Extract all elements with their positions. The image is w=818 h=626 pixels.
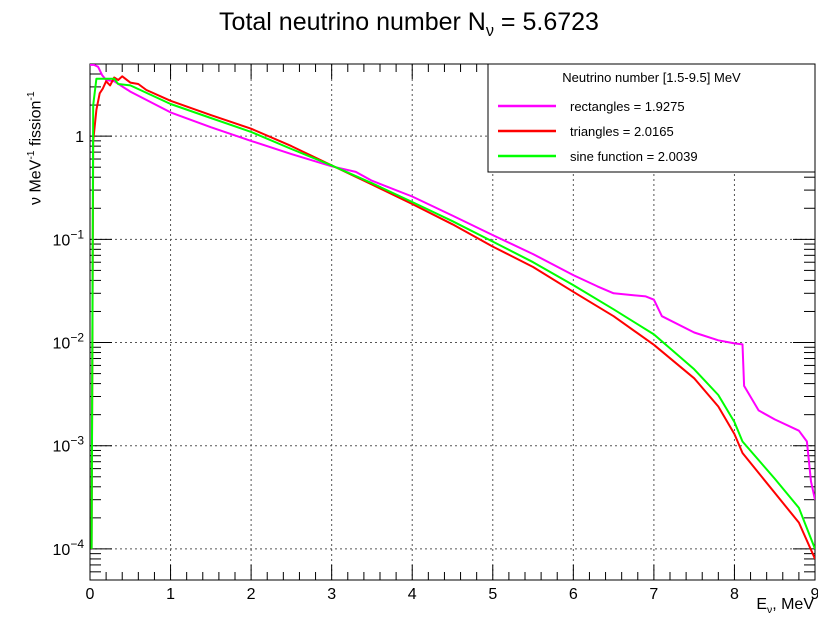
series-rectangles-line (90, 64, 815, 500)
x-tick-label: 0 (86, 586, 95, 603)
title-text: Total neutrino number N (219, 8, 486, 36)
title-value: = 5.6723 (493, 8, 599, 36)
y-tick-label: 10−4 (53, 537, 85, 559)
legend-title: Neutrino number [1.5-9.5] MeV (562, 70, 741, 85)
legend-entry: triangles = 2.0165 (570, 124, 674, 139)
y-tick-label: 10−1 (53, 227, 85, 249)
x-tick-label: 4 (408, 586, 417, 603)
x-tick-label: 7 (649, 586, 658, 603)
chart-title: Total neutrino number Nν = 5.6723 (0, 8, 818, 41)
y-tick-label: 10−2 (53, 331, 85, 353)
y-label-exp1: -1 (26, 150, 37, 160)
plot-frame (89, 63, 816, 581)
title-subscript: ν (485, 22, 494, 40)
y-label-fission: fission (27, 100, 45, 151)
legend-entry: rectangles = 1.9275 (570, 99, 685, 114)
x-tick-label: 3 (327, 586, 336, 603)
x-axis-label: Eν, MeV (756, 596, 814, 616)
series-sine-line (90, 77, 815, 550)
x-tick-label: 8 (730, 586, 739, 603)
legend-entry: sine function = 2.0039 (570, 149, 698, 164)
x-tick-label: 2 (247, 586, 256, 603)
x-label-subscript: ν (767, 605, 773, 617)
y-tick-label: 1 (75, 129, 84, 146)
series-triangles-line (90, 75, 815, 560)
y-axis-label: ν MeV-1 fission-1 (26, 91, 45, 205)
y-label-text: ν MeV (27, 159, 45, 205)
x-label-unit: , MeV (772, 596, 814, 613)
x-tick-label: 6 (569, 586, 578, 603)
legend-box (487, 63, 816, 173)
y-tick-label: 10−3 (53, 434, 85, 456)
y-label-exp2: -1 (26, 91, 37, 101)
x-tick-label: 9 (811, 586, 818, 603)
x-tick-label: 5 (488, 586, 497, 603)
x-label-text: E (756, 596, 767, 613)
x-tick-label: 1 (166, 586, 175, 603)
